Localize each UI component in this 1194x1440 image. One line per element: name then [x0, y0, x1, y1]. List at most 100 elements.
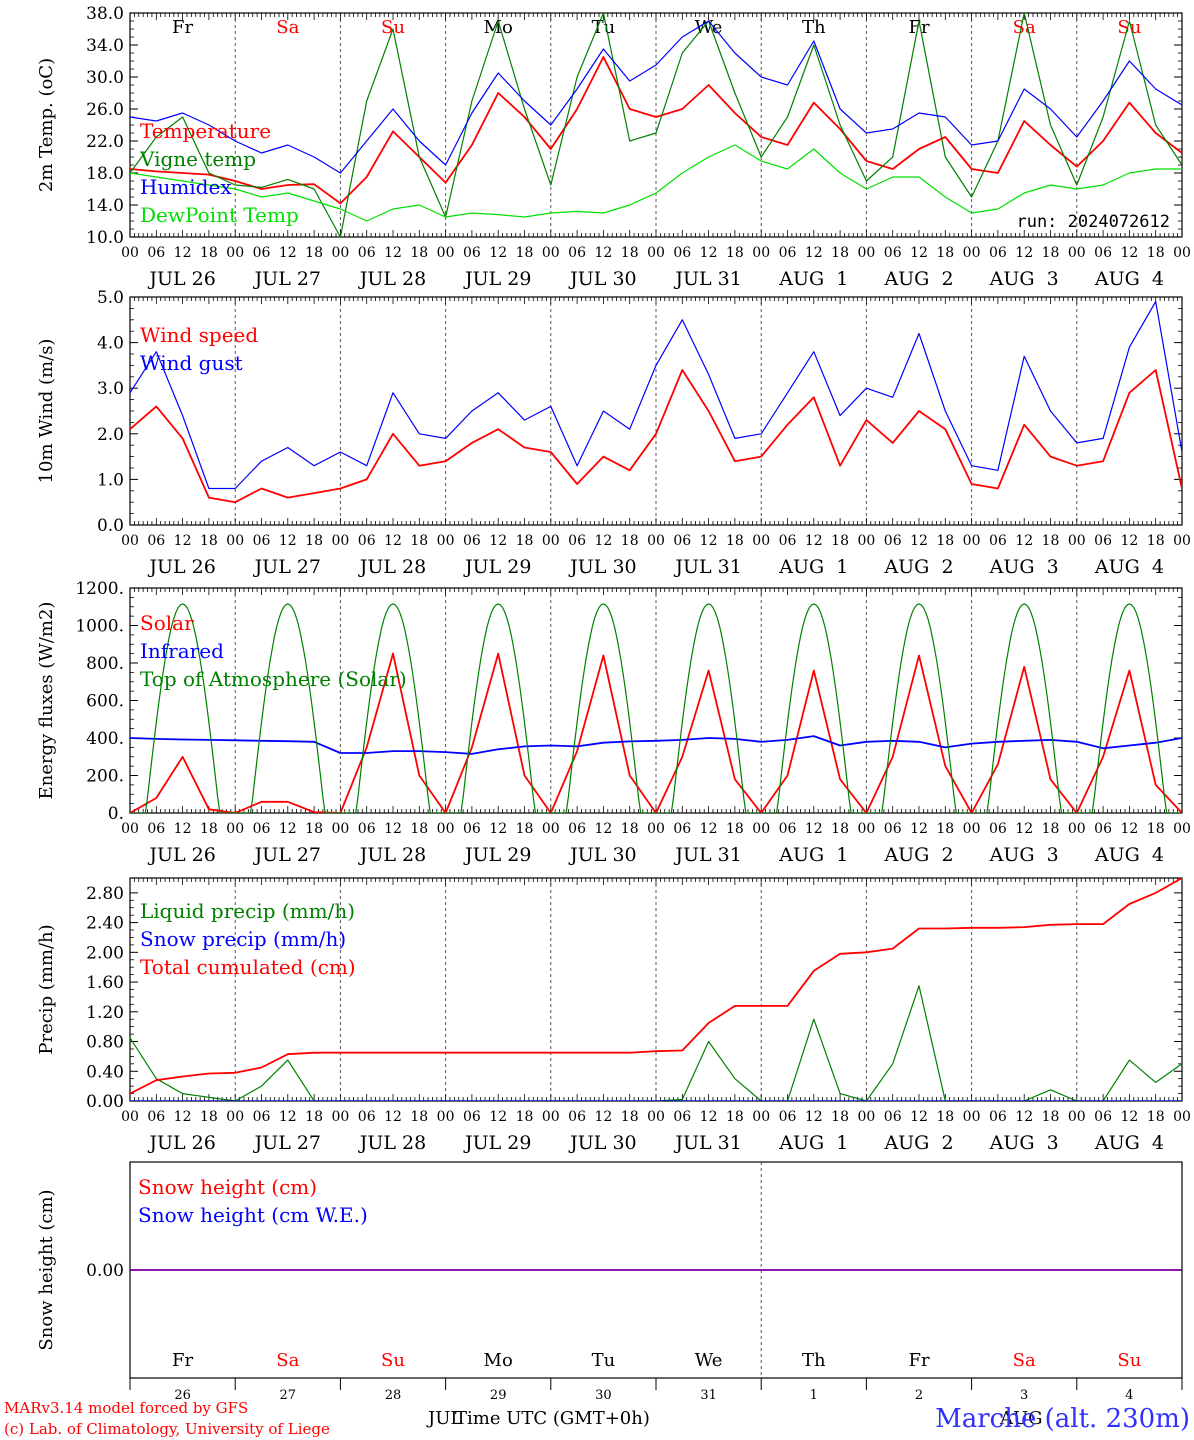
x-hour-label: 00: [226, 1109, 244, 1125]
y-tick-label: 2.00: [86, 943, 124, 963]
x-date-label: AUG 1: [778, 556, 848, 578]
x-hour-label: 00: [437, 533, 455, 549]
footer-day-number: 3: [1020, 1388, 1028, 1403]
day-of-week-label: Tu: [592, 17, 616, 38]
y-tick-label: 10.0: [86, 228, 124, 248]
x-hour-label: 12: [384, 245, 402, 261]
series-line-temperature-1: [130, 13, 1182, 237]
y-tick-label: 0.00: [86, 1092, 124, 1112]
x-date-label: AUG 3: [989, 268, 1059, 290]
x-hour-label: 12: [910, 821, 928, 837]
y-tick-label: 800.: [86, 654, 124, 674]
y-tick-label: 1.20: [86, 1003, 124, 1023]
x-hour-label: 12: [1015, 1109, 1033, 1125]
x-hour-label: 12: [489, 1109, 507, 1125]
series-line-temperature-0: [130, 56, 1182, 205]
y-tick-label: 18.0: [86, 164, 124, 184]
x-date-label: JUL 26: [147, 268, 215, 290]
x-hour-label: 18: [516, 1109, 534, 1125]
x-hour-label: 00: [226, 245, 244, 261]
x-hour-label: 06: [779, 245, 797, 261]
x-hour-label: 18: [1042, 245, 1060, 261]
x-hour-label: 12: [1015, 245, 1033, 261]
series-line-temperature-2: [130, 20, 1182, 174]
day-of-week-label: We: [695, 17, 723, 38]
credit-line-1: MARv3.14 model forced by GFS: [4, 1399, 248, 1417]
x-hour-label: 06: [673, 1109, 691, 1125]
x-hour-label: 12: [489, 245, 507, 261]
x-hour-label: 18: [410, 1109, 428, 1125]
x-hour-label: 00: [331, 245, 349, 261]
x-hour-label: 00: [1068, 533, 1086, 549]
x-hour-label: 06: [568, 821, 586, 837]
x-hour-label: 18: [1042, 533, 1060, 549]
x-hour-label: 06: [147, 1109, 165, 1125]
x-hour-label: 00: [121, 1109, 139, 1125]
x-hour-label: 00: [1173, 1109, 1191, 1125]
x-hour-label: 12: [174, 245, 192, 261]
x-date-label: JUL 26: [147, 556, 215, 578]
y-axis-label: Precip (mm/h): [36, 924, 57, 1054]
series-line-temperature-3: [130, 144, 1182, 222]
x-hour-label: 12: [174, 1109, 192, 1125]
x-hour-label: 06: [253, 245, 271, 261]
y-tick-label: 2.40: [86, 914, 124, 934]
x-hour-label: 12: [384, 533, 402, 549]
station-label: Marche (alt. 230m): [935, 1404, 1190, 1434]
day-of-week-label: Mo: [484, 17, 513, 38]
x-hour-label: 12: [279, 533, 297, 549]
x-hour-label: 18: [726, 1109, 744, 1125]
x-hour-label: 18: [200, 533, 218, 549]
x-hour-label: 06: [463, 245, 481, 261]
x-hour-label: 18: [726, 245, 744, 261]
run-label: run: 2024072612: [1016, 212, 1170, 232]
legend-entry: Liquid precip (mm/h): [140, 899, 355, 923]
x-date-label: AUG 4: [1094, 844, 1164, 866]
x-date-label: JUL 30: [568, 1132, 636, 1154]
y-tick-label: 4.0: [97, 334, 124, 354]
legend-entry: Temperature: [140, 119, 271, 143]
x-date-label: JUL 31: [673, 268, 741, 290]
x-hour-label: 06: [358, 821, 376, 837]
x-hour-label: 06: [568, 245, 586, 261]
x-hour-label: 12: [910, 1109, 928, 1125]
series-group: [130, 603, 1182, 813]
x-hour-label: 18: [1147, 1109, 1165, 1125]
x-hour-label: 06: [1094, 245, 1112, 261]
x-hour-label: 00: [752, 1109, 770, 1125]
x-hour-label: 06: [884, 245, 902, 261]
x-hour-label: 06: [989, 245, 1007, 261]
x-hour-label: 12: [594, 821, 612, 837]
x-hour-label: 06: [463, 1109, 481, 1125]
x-hour-label: 12: [279, 245, 297, 261]
x-hour-label: 06: [989, 1109, 1007, 1125]
y-tick-label: 1.0: [97, 470, 124, 490]
series-line-precip-0: [130, 985, 1182, 1101]
panel-snow: 0.00 Snow height (cm) Snow height (cm) Snow…: [36, 1161, 1183, 1390]
x-hour-label: 00: [542, 245, 560, 261]
footer-day-of-week: Sa: [1013, 1350, 1036, 1371]
x-hour-label: 12: [174, 533, 192, 549]
x-hour-label: 18: [936, 1109, 954, 1125]
x-hour-label: 00: [647, 1109, 665, 1125]
x-hour-label: 06: [1094, 821, 1112, 837]
x-hour-label: 00: [1068, 821, 1086, 837]
x-hour-label: 18: [621, 245, 639, 261]
x-hour-label: 06: [884, 533, 902, 549]
x-hour-label: 12: [384, 821, 402, 837]
credit-line-2: (c) Lab. of Climatology, University of L…: [4, 1420, 330, 1438]
y-tick-label: 0.: [108, 804, 124, 824]
series-line-energy-1: [130, 735, 1182, 755]
footer-day-of-week: Tu: [592, 1350, 616, 1371]
y-tick-label: 0.00: [86, 1261, 124, 1281]
x-hour-label: 06: [358, 245, 376, 261]
footer-day-number: 2: [915, 1388, 923, 1403]
x-date-label: JUL 27: [253, 268, 321, 290]
footer-day-number: 1: [810, 1388, 818, 1403]
x-date-label: AUG 1: [778, 1132, 848, 1154]
day-of-week-label: Su: [1117, 17, 1141, 38]
x-hour-label: 18: [305, 1109, 323, 1125]
panel-wind: 0.0 1.0 2.0 3.0 4.0 5.0 10m Wind (m/s) 00 06 12 18…: [36, 288, 1191, 578]
x-hour-label: 18: [936, 821, 954, 837]
y-tick-label: 5.0: [97, 288, 124, 308]
